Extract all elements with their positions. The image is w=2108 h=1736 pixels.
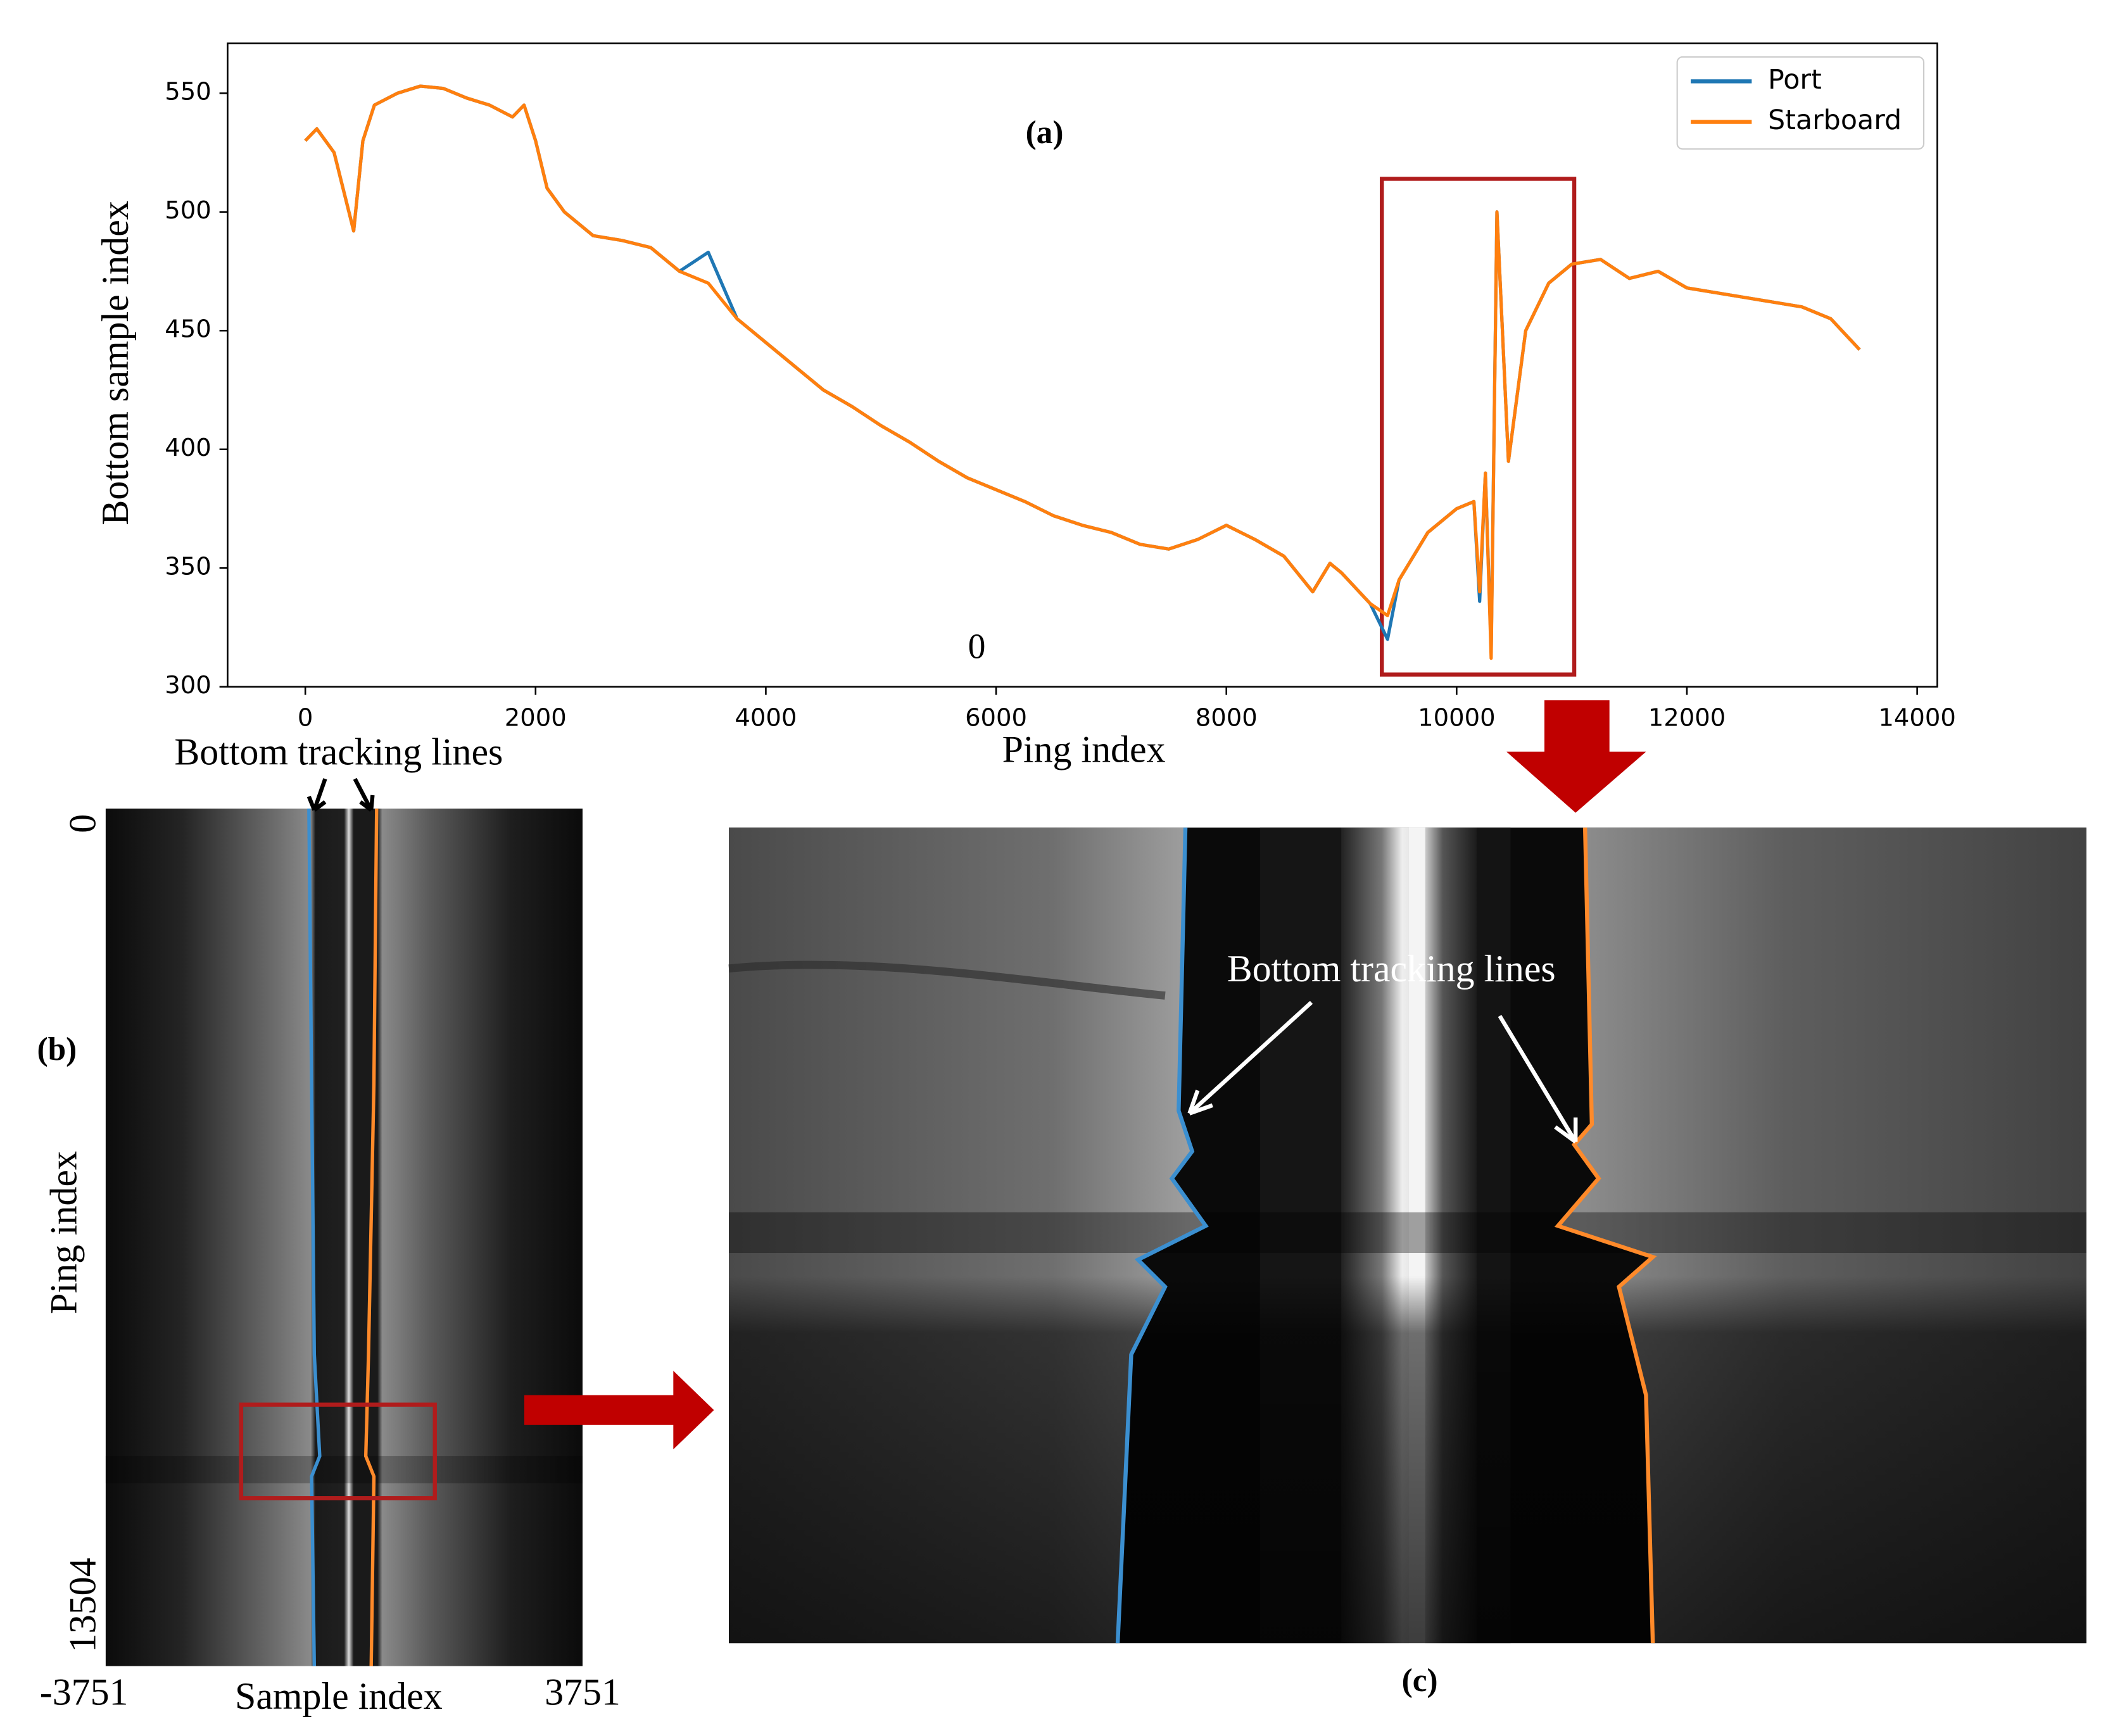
x-tick-label: 2000 — [505, 704, 567, 733]
pointer — [1498, 1014, 1578, 1144]
starboard-track — [1554, 827, 1657, 1644]
image-band — [105, 1456, 583, 1483]
y-tick-label: 400 — [165, 434, 211, 462]
x-tick-label: 8000 — [1196, 704, 1258, 733]
x-tick-label: 14000 — [1878, 704, 1955, 733]
y-tick-label: 550 — [165, 78, 211, 106]
panel-b: Bottom tracking lines (b) Ping index 0 1… — [37, 731, 620, 1717]
highlight-box — [1380, 177, 1577, 677]
y-axis-label: Bottom sample index — [94, 201, 136, 525]
x-tick-label: 10000 — [1418, 704, 1495, 733]
image-band — [729, 1212, 2086, 1254]
y-end-label: 13504 — [62, 1557, 104, 1652]
x-tick-label: 4000 — [735, 704, 797, 733]
port-track — [1115, 827, 1209, 1644]
plot-frame — [227, 42, 1938, 688]
pointer — [306, 778, 327, 812]
arrow — [524, 1371, 714, 1450]
legend: Port Starboard — [1676, 56, 1925, 150]
legend-label: Port — [1768, 64, 1822, 96]
series-line — [304, 84, 1861, 660]
y-tick-label: 300 — [165, 671, 211, 700]
highlight-box — [239, 1402, 437, 1500]
annotation: 0 — [968, 627, 986, 667]
panel-label: (c) — [1402, 1663, 1438, 1699]
arrow — [1506, 700, 1646, 813]
x-axis-label: Sample index — [235, 1675, 443, 1717]
texture — [728, 960, 1166, 1000]
sonar-image — [105, 808, 583, 1666]
x-end-label: 3751 — [545, 1671, 621, 1713]
image-shade — [729, 827, 2086, 1644]
legend-label: Starboard — [1768, 104, 1902, 136]
annotation: Bottom tracking lines — [174, 731, 503, 773]
y-tick-label: 500 — [165, 196, 211, 225]
pointer — [353, 777, 375, 812]
annotation: Bottom tracking lines — [1227, 948, 1556, 990]
y-tick-label: 350 — [165, 553, 211, 581]
x-start-label: -3751 — [40, 1671, 129, 1713]
y-axis-label: Ping index — [43, 1151, 85, 1314]
y-tick-label: 450 — [165, 315, 211, 344]
pointer — [1187, 1000, 1313, 1116]
y-start-label: 0 — [62, 814, 104, 833]
x-axis-label: Ping index — [1002, 728, 1166, 770]
panel-label: (b) — [37, 1031, 77, 1067]
panel-label: (a) — [1026, 115, 1064, 151]
plot-a: (a) 0 Ping index Bottom sample index 300… — [94, 42, 1956, 770]
x-tick-label: 0 — [298, 704, 313, 733]
panel-c: Bottom tracking lines (c) — [728, 827, 2086, 1699]
x-tick-label: 12000 — [1648, 704, 1726, 733]
x-tick-label: 6000 — [965, 704, 1027, 733]
